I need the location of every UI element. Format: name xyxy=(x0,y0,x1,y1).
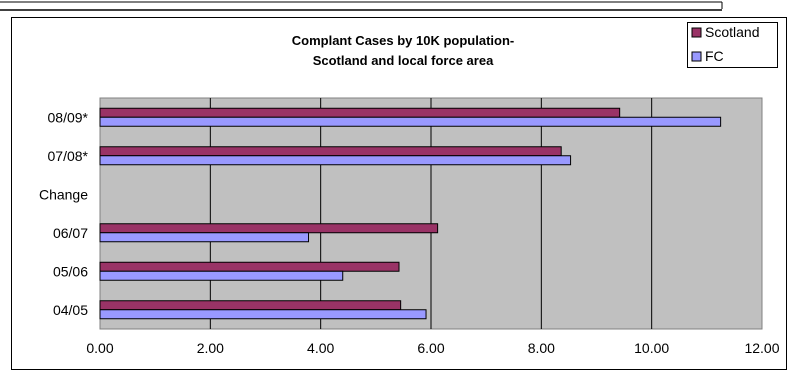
chart-title-line-2: Scotland and local force area xyxy=(313,53,494,68)
y-axis-labels: 08/09* 07/08* Change 06/07 05/06 04/05 xyxy=(39,109,89,318)
bar-fc-0 xyxy=(99,116,722,127)
bar-scotland-4 xyxy=(99,261,400,272)
x-axis-labels: 0.00 2.00 4.00 6.00 8.00 10.00 12.00 xyxy=(86,340,779,356)
bar-fc-3 xyxy=(99,232,310,243)
y-tick-label: 08/09* xyxy=(48,109,89,125)
y-tick-label: 07/08* xyxy=(48,148,89,164)
x-tick-label: 12.00 xyxy=(744,340,779,356)
x-tick-label: 2.00 xyxy=(197,340,224,356)
y-tick-label: 05/06 xyxy=(53,263,88,279)
legend: Scotland FC xyxy=(687,22,778,68)
x-tick-label: 8.00 xyxy=(528,340,555,356)
bar-fc-5 xyxy=(99,309,427,320)
y-tick-label: 04/05 xyxy=(53,302,88,318)
x-tick-label: 6.00 xyxy=(417,340,444,356)
bar-fc-4 xyxy=(99,270,344,281)
y-tick-label: Change xyxy=(39,186,88,202)
bar-fc-1 xyxy=(99,155,572,166)
bar-scotland-0 xyxy=(99,107,621,118)
chart-title-line-1: Complant Cases by 10K population- xyxy=(292,33,514,48)
x-tick-label: 4.00 xyxy=(307,340,334,356)
bar-scotland-3 xyxy=(99,223,439,234)
bar-scotland-5 xyxy=(99,300,402,311)
bar-scotland-1 xyxy=(99,146,562,157)
x-tick-label: 0.00 xyxy=(86,340,113,356)
y-tick-label: 06/07 xyxy=(53,225,88,241)
x-tick-label: 10.00 xyxy=(634,340,669,356)
legend-label-scotland: Scotland xyxy=(705,24,759,40)
legend-swatch-scotland xyxy=(691,27,702,38)
legend-label-fc: FC xyxy=(705,48,724,64)
legend-box xyxy=(687,22,778,68)
legend-swatch-fc xyxy=(691,51,702,62)
grid-lines xyxy=(209,98,653,329)
bars xyxy=(99,107,722,320)
